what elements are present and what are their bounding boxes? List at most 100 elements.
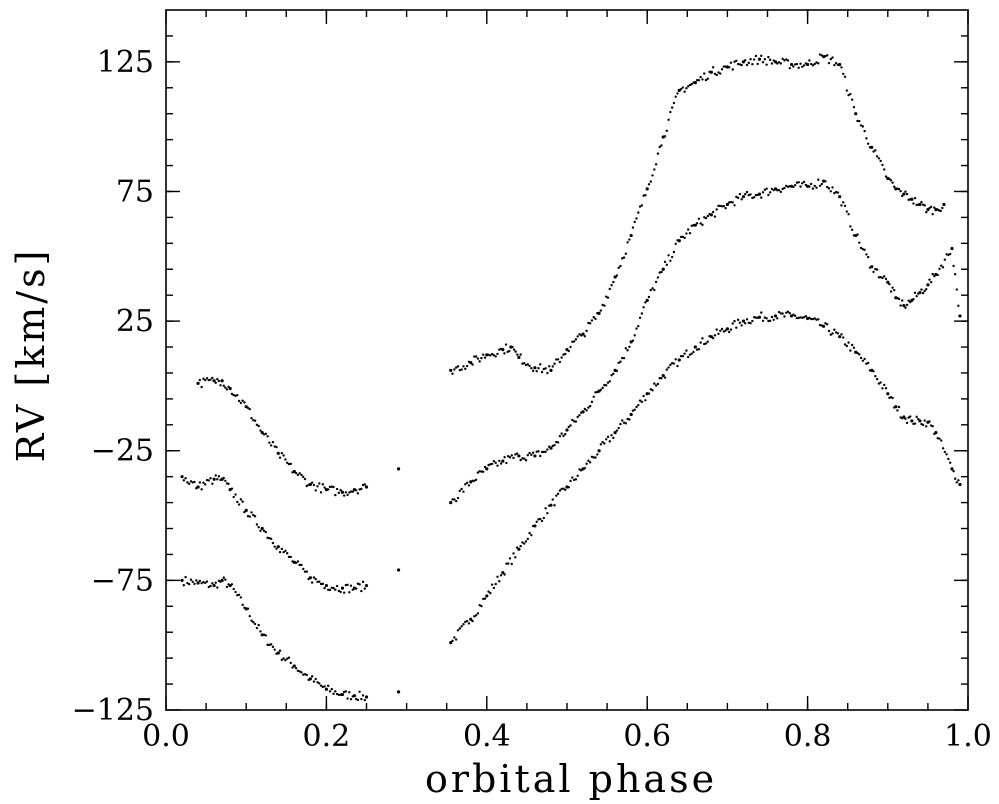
rv-point [236,393,239,397]
rv-point [626,241,629,244]
rv-point [637,211,640,214]
rv-point [587,459,590,462]
rv-point [829,190,832,193]
rv-point [799,185,802,188]
rv-point [802,64,806,67]
rv-point [187,482,191,485]
rv-point [866,142,870,145]
rv-point [683,90,686,93]
rv-point [585,329,588,333]
rv-point [624,422,628,425]
y-tick-label: 75 [116,174,154,209]
rv-point [523,361,526,365]
rv-point [517,454,521,458]
rv-point [715,328,718,331]
rv-point [542,516,546,520]
rv-point [521,457,524,460]
rv-point [597,311,601,315]
rv-point [340,586,345,590]
rv-point [720,327,724,331]
rv-point [316,580,319,584]
rv-point [861,125,865,128]
rv-point [877,276,881,279]
rv-point [813,184,816,188]
rv-point [571,418,574,422]
rv-point [454,638,458,641]
rv-point [473,479,476,482]
rv-point [612,280,615,284]
rv-point [619,360,622,363]
rv-point [186,481,189,484]
rv-point [471,619,474,623]
rv-point [923,289,926,293]
rv-point [234,493,237,496]
rv-point [180,578,184,582]
rv-point [289,555,292,559]
rv-point [635,217,638,220]
rv-point [624,252,628,255]
rv-point [237,399,241,403]
rv-point [335,584,339,588]
rv-point [567,349,570,353]
rv-point [465,364,469,368]
rv-point [817,178,820,181]
rv-point [496,575,499,578]
rv-point [749,58,752,61]
rv-point [744,59,747,62]
rv-point [777,189,781,192]
rv-point [492,586,496,590]
rv-point [747,61,750,65]
rv-point [813,62,816,66]
rv-point [897,405,901,409]
rv-point [453,498,456,501]
rv-point [638,399,642,402]
rv-point [804,315,808,318]
rv-point [531,369,535,373]
rv-point [257,526,260,529]
rv-point [624,347,628,350]
rv-point [460,487,463,491]
rv-point [779,62,783,65]
rv-point [756,62,759,66]
rv-point [209,477,212,480]
rv-point [681,235,685,239]
rv-point [180,475,184,479]
rv-point [592,456,595,459]
rv-point [599,443,603,446]
rv-point [498,459,501,463]
rv-point [189,578,193,581]
rv-point [745,318,749,321]
rv-point [801,316,804,319]
rv-point [216,478,219,481]
rv-point [473,355,476,358]
rv-point [912,202,915,205]
rv-point [248,614,251,618]
rv-point [555,494,558,497]
rv-point [519,544,522,548]
rv-point [535,520,538,524]
rv-point [485,353,489,357]
rv-point [877,157,881,160]
rv-point [642,194,645,197]
rv-point [729,328,733,331]
rv-point [849,349,852,352]
rv-point [661,373,665,378]
y-tick-label: −125 [72,693,154,728]
rv-point [799,62,802,65]
rv-point [763,188,767,191]
rv-point [709,70,713,74]
rv-point [204,378,207,382]
rv-point [883,383,886,387]
rv-point [323,586,326,590]
rv-point [744,192,747,196]
rv-point [285,552,289,555]
rv-point [282,550,285,554]
rv-point [476,471,480,474]
rv-point [849,92,852,96]
rv-point [512,552,515,555]
rv-point [594,317,597,321]
rv-point [276,451,280,455]
rv-point [280,547,284,551]
rv-point [519,353,522,356]
rv-point [453,368,456,371]
